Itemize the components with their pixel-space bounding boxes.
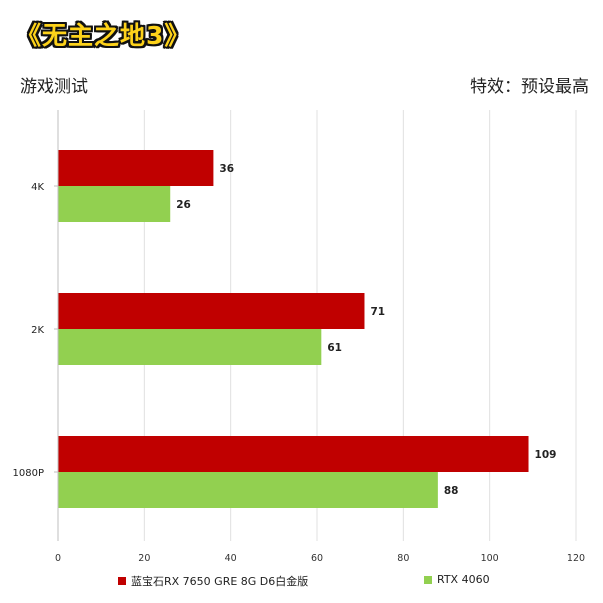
legend-swatch-series-2 (424, 575, 432, 584)
x-tick-label-0: 0 (55, 553, 61, 564)
legend-item-series-1: 蓝宝石RX 7650 GRE 8G D6白金版 (118, 573, 308, 589)
x-tick-label-40: 40 (225, 553, 237, 564)
x-tick-label-100: 100 (481, 553, 499, 564)
legend-label-series-1: 蓝宝石RX 7650 GRE 8G D6白金版 (131, 575, 309, 588)
x-tick-label-60: 60 (311, 553, 323, 564)
x-tick-label-120: 120 (567, 553, 585, 564)
legend-label-series-2: RTX 4060 (437, 573, 490, 586)
test-caption: 游戏测试 (20, 77, 88, 97)
bar-2K-series-2 (58, 329, 322, 365)
data-label-4K-series-1: 36 (219, 163, 234, 175)
legend-swatch-series-1 (118, 577, 126, 585)
bar-2K-series-1 (58, 293, 365, 329)
x-tick-label-80: 80 (397, 553, 409, 564)
bar-4K-series-1 (58, 150, 214, 186)
bar-4K-series-2 (58, 186, 171, 222)
bar-1080P-series-2 (58, 472, 438, 508)
data-label-4K-series-2: 26 (176, 199, 191, 211)
x-tick-label-20: 20 (138, 553, 150, 564)
legend-item-series-2: RTX 4060 (424, 573, 490, 586)
game-title: 《无主之地3》 (16, 21, 191, 50)
bar-1080P-series-1 (58, 436, 529, 472)
category-label-4K: 4K (31, 182, 44, 193)
data-label-2K-series-1: 71 (370, 306, 385, 318)
data-label-2K-series-2: 61 (327, 342, 342, 354)
settings-caption: 特效：预设最高 (470, 77, 589, 97)
data-label-1080P-series-2: 88 (444, 485, 459, 497)
category-label-2K: 2K (31, 325, 44, 336)
data-label-1080P-series-1: 109 (535, 449, 557, 461)
category-label-1080P: 1080P (13, 468, 44, 479)
